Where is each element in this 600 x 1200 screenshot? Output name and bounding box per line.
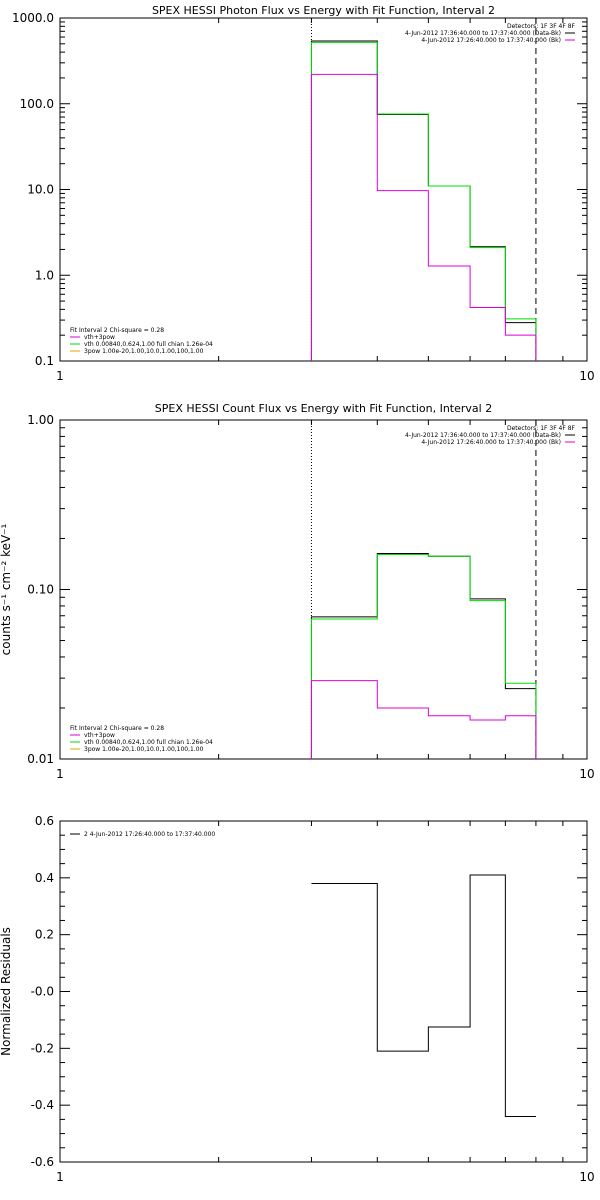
header-line: 4-Jun-2012 17:26:40.000 to 17:37:40.000 … xyxy=(421,37,561,44)
y-axis-label: Normalized Residuals xyxy=(0,927,13,1056)
legend-line: 3pow 1.00e-20,1.00,10.0,1.00,100,1.00 xyxy=(84,348,204,355)
header-line: 4-Jun-2012 17:36:40.000 to 17:37:40.000 … xyxy=(405,432,561,439)
x-tick-label: 10 xyxy=(579,369,594,383)
y-tick-label: 0.01 xyxy=(27,752,54,766)
y-tick-label: -0.4 xyxy=(31,1098,54,1112)
plot-frame xyxy=(59,419,588,760)
series-step-0 xyxy=(311,874,536,1118)
y-tick-label: 0.2 xyxy=(35,928,54,942)
legend-line: vth+3pow xyxy=(84,334,115,341)
x-tick-label: 1 xyxy=(56,767,64,781)
header-line: 4-Jun-2012 17:26:40.000 to 17:37:40.000 … xyxy=(421,439,561,446)
series-step-0 xyxy=(310,553,537,759)
y-tick-label: 100.0 xyxy=(20,97,54,111)
y-tick-label: 0.1 xyxy=(35,354,54,368)
legend-line: Fit Interval 2 Chi-square = 0.28 xyxy=(70,327,164,334)
header-line: Detectors: 1F 3F 4F 8F xyxy=(507,23,576,30)
panel-count: SPEX HESSI Count Flux vs Energy with Fit… xyxy=(0,402,595,781)
header-line: 4-Jun-2012 17:36:40.000 to 17:37:40.000 … xyxy=(405,30,561,37)
legend-line: 3pow 1.00e-20,1.00,10.0,1.00,100,1.00 xyxy=(84,746,204,753)
chart-title: SPEX HESSI Photon Flux vs Energy with Fi… xyxy=(152,4,495,17)
y-tick-label: -0.2 xyxy=(31,1041,54,1055)
series-step-0 xyxy=(310,40,537,361)
series-step-1 xyxy=(310,41,537,361)
y-tick-label: -0.6 xyxy=(31,1155,54,1169)
legend-line: vth 0.00840,0.624,1.00 full chian 1.26e-… xyxy=(84,739,213,746)
y-tick-label: -0.0 xyxy=(31,985,54,999)
y-tick-label: 0.10 xyxy=(27,583,54,597)
y-tick-label: 1.0 xyxy=(35,268,54,282)
y-tick-label: 0.4 xyxy=(35,871,54,885)
header-line: Detectors: 1F 3F 4F 8F xyxy=(507,425,576,432)
legend-line: Fit Interval 2 Chi-square = 0.28 xyxy=(70,725,164,732)
legend-line: vth 0.00840,0.624,1.00 full chian 1.26e-… xyxy=(84,341,213,348)
legend-line: vth+3pow xyxy=(84,732,115,739)
plot-frame xyxy=(59,17,588,362)
x-tick-label: 1 xyxy=(56,369,64,383)
y-tick-label: 1000.0 xyxy=(12,11,54,25)
chart-title: SPEX HESSI Count Flux vs Energy with Fit… xyxy=(155,402,492,415)
panel-resid: 1 10 -0.6 -0.4 -0.2 -0.0 0.2 0.4 0.6 Normalized R… xyxy=(0,814,595,1184)
y-tick-label: 0.6 xyxy=(35,814,54,828)
y-tick-label: 1.00 xyxy=(27,413,54,427)
x-tick-label: 10 xyxy=(579,767,594,781)
y-axis-label: counts s⁻¹ cm⁻² keV⁻¹ xyxy=(0,523,13,655)
y-tick-label: 10.0 xyxy=(27,183,54,197)
series-step-2 xyxy=(310,73,537,361)
series-step-2 xyxy=(310,680,537,759)
x-tick-label: 10 xyxy=(579,1170,594,1184)
series-step-1 xyxy=(310,553,537,759)
plot-frame xyxy=(59,820,588,1163)
panel-photon: SPEX HESSI Photon Flux vs Energy with Fi… xyxy=(12,4,595,383)
legend-line: 2 4-Jun-2012 17:26:40.000 to 17:37:40.00… xyxy=(84,831,215,838)
x-tick-label: 1 xyxy=(56,1170,64,1184)
